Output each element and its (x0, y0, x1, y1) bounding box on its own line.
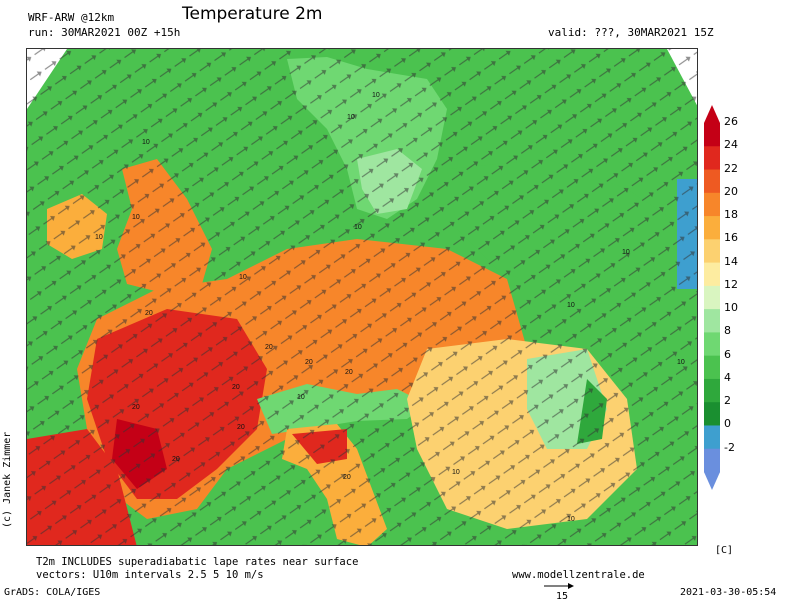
wind-vector-overlay (27, 49, 697, 545)
colorbar-swatch (704, 402, 720, 426)
colorbar-tick-label: 4 (724, 370, 731, 384)
software-credit: GrADS: COLA/IGES (4, 587, 101, 598)
contour-label: 10 (95, 234, 103, 241)
colorbar-tick-label: 18 (724, 208, 738, 222)
render-timestamp: 2021-03-30-05:54 (680, 587, 777, 598)
colorbar-tick-label: 20 (724, 184, 738, 198)
contour-label: 20 (265, 344, 273, 351)
contour-label: 10 (677, 359, 685, 366)
contour-label: 20 (172, 456, 180, 463)
contour-label: 10 (372, 92, 380, 99)
contour-label: 20 (237, 424, 245, 431)
colorbar-tick-label: -2 (724, 440, 735, 454)
contour-label: 10 (347, 114, 355, 121)
colorbar-tick-label: 14 (724, 254, 738, 268)
colorbar-swatch (704, 146, 720, 171)
contour-label: 10 (239, 274, 247, 281)
contour-label: 10 (567, 516, 575, 523)
colorbar-swatch (704, 378, 720, 403)
colorbar-swatch (704, 355, 720, 380)
colorbar-swatch (704, 169, 720, 194)
footer-note-line2: vectors: U10m intervals 2.5 5 10 m/s (36, 569, 264, 581)
colorbar-tick-label: 12 (724, 277, 738, 291)
colorbar-swatch (704, 285, 720, 310)
temperature-colorbar (704, 105, 720, 490)
colorbar-bottom-arrow (704, 472, 720, 490)
valid-time-label: valid: ???, 30MAR2021 15Z (548, 26, 714, 39)
colorbar-swatch (704, 239, 720, 264)
colorbar-swatch (704, 192, 720, 217)
model-label: WRF-ARW @12km (28, 11, 115, 24)
colorbar-swatch (704, 262, 720, 287)
contour-label: 10 (142, 139, 150, 146)
colorbar-tick-label: 16 (724, 231, 738, 245)
footer-note-line1: T2m INCLUDES superadiabatic lape rates n… (36, 556, 359, 568)
colorbar-tick-label: 0 (724, 417, 731, 431)
colorbar-tick-label: 6 (724, 347, 731, 361)
colorbar-swatch (704, 123, 720, 147)
unit-label: [C] (715, 545, 734, 556)
colorbar-swatch (704, 448, 720, 473)
contour-label: 20 (232, 384, 240, 391)
colorbar-tick-label: 26 (724, 115, 738, 128)
author-credit: (c) Janek Zimmer (2, 431, 13, 528)
colorbar-swatch (704, 425, 720, 450)
colorbar-swatch (704, 216, 720, 240)
colorbar-tick-label: 22 (724, 161, 738, 175)
contour-label: 10 (567, 302, 575, 309)
contour-label: 10 (354, 224, 362, 231)
map-canvas: 10 10 10 10 10 10 10 10 10 20 20 20 20 2… (27, 49, 697, 545)
contour-label: 10 (622, 249, 630, 256)
colorbar-swatch (704, 309, 720, 333)
reference-vector-icon (544, 583, 574, 589)
contour-label: 20 (132, 404, 140, 411)
colorbar-swatch (704, 332, 720, 357)
temperature-map: 10 10 10 10 10 10 10 10 10 20 20 20 20 2… (26, 48, 698, 546)
contour-label: 10 (297, 394, 305, 401)
colorbar-tick-label: 8 (724, 324, 731, 338)
contour-label: 20 (305, 359, 313, 366)
colorbar-tick-label: 10 (724, 301, 738, 315)
contour-label: 20 (145, 310, 153, 317)
map-title: Temperature 2m (182, 4, 323, 24)
colorbar-tick-label: 2 (724, 394, 731, 408)
colorbar-top-arrow (704, 105, 720, 123)
website-link[interactable]: www.modellzentrale.de (512, 569, 645, 581)
reference-vector-label: 15 (556, 591, 569, 602)
run-label: run: 30MAR2021 00Z +15h (28, 26, 181, 39)
contour-label: 20 (343, 474, 351, 481)
contour-label: 10 (132, 214, 140, 221)
contour-label: 10 (452, 469, 460, 476)
contour-label: 20 (345, 369, 353, 376)
colorbar-tick-label: 24 (724, 138, 738, 152)
